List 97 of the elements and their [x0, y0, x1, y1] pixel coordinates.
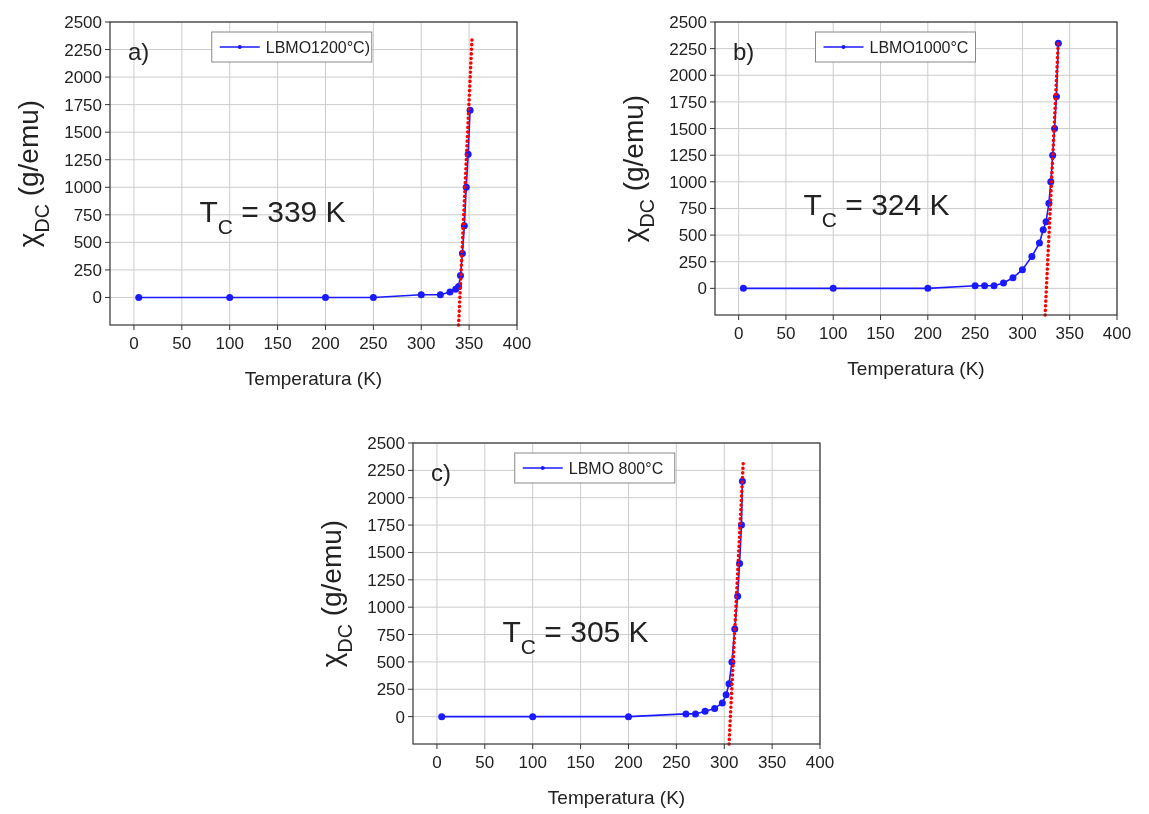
y-tick-label: 500: [376, 652, 405, 672]
point: [990, 282, 998, 290]
point: [711, 704, 719, 712]
point: [999, 279, 1007, 287]
y-tick-label: 1500: [669, 119, 707, 139]
x-axis-title: Temperatura (K): [244, 368, 383, 389]
point: [682, 710, 690, 718]
annotation: T$_{C}$ = 339 K: [199, 194, 346, 238]
y-tick-label: 1250: [367, 570, 405, 590]
point: [1028, 252, 1036, 260]
x-tick-label: 300: [1008, 324, 1037, 343]
point: [692, 710, 700, 718]
point: [718, 699, 726, 707]
point: [624, 713, 632, 721]
x-tick-label: 300: [710, 753, 739, 772]
point: [1039, 226, 1047, 234]
point: [226, 293, 234, 301]
y-tick-label: 2250: [669, 39, 707, 59]
x-tick-label: 400: [1102, 324, 1132, 343]
y-tick-label: 2500: [669, 13, 707, 32]
y-tick-label: 2500: [64, 13, 102, 32]
legend-label: LBMO 800°C: [568, 460, 664, 477]
x-tick-label: 50: [475, 753, 495, 772]
y-tick-label: 1000: [64, 178, 102, 198]
y-tick-label: 1500: [367, 543, 405, 563]
x-tick-label: 200: [913, 324, 943, 343]
legend-label: LBMO1200°C): [265, 39, 370, 56]
y-tick-label: 2250: [64, 40, 102, 60]
point: [924, 284, 932, 292]
y-tick-label: 1000: [367, 598, 405, 618]
x-tick-label: 400: [805, 753, 835, 772]
point: [1018, 266, 1026, 274]
point: [529, 713, 537, 721]
point: [417, 291, 425, 299]
y-tick-label: 750: [678, 199, 707, 219]
annotation: b): [733, 38, 755, 65]
x-tick-label: 0: [129, 334, 139, 353]
point: [739, 284, 747, 292]
x-tick-label: 100: [819, 324, 848, 343]
x-tick-label: 350: [757, 753, 787, 772]
point: [981, 282, 989, 290]
x-tick-label: 350: [1055, 324, 1084, 343]
point: [436, 291, 444, 299]
y-tick-label: 2250: [367, 461, 405, 481]
x-tick-label: 150: [263, 334, 292, 353]
y-tick-label: 0: [697, 279, 707, 299]
annotation: a): [128, 38, 150, 65]
x-tick-label: 200: [614, 753, 643, 772]
point: [1009, 274, 1017, 282]
legend-label: LBMO1000°C: [869, 39, 969, 56]
y-tick-label: 1750: [64, 95, 102, 115]
y-tick-label: 2000: [64, 68, 102, 88]
point: [722, 691, 730, 699]
y-tick-label: 2000: [367, 488, 405, 508]
y-tick-label: 500: [678, 226, 707, 246]
x-tick-label: 200: [311, 334, 340, 353]
x-tick-label: 100: [518, 753, 547, 772]
x-tick-label: 50: [172, 334, 192, 353]
point: [1035, 239, 1043, 247]
x-tick-label: 100: [215, 334, 244, 353]
annotation: T$_{C}$ = 324 K: [803, 188, 950, 231]
point: [369, 293, 377, 301]
y-tick-label: 2000: [669, 66, 707, 86]
y-tick-label: 1500: [64, 123, 102, 143]
x-tick-label: 0: [432, 753, 442, 772]
y-tick-label: 250: [376, 680, 405, 700]
x-axis-title: Temperatura (K): [847, 358, 985, 379]
annotation: c): [431, 459, 451, 486]
point: [829, 284, 837, 292]
point: [321, 293, 329, 301]
y-tick-label: 250: [73, 260, 102, 280]
point: [701, 707, 709, 715]
y-tick-label: 750: [73, 205, 102, 225]
point: [971, 282, 979, 290]
x-tick-label: 150: [866, 324, 895, 343]
y-tick-label: 1000: [669, 172, 707, 192]
x-tick-label: 350: [454, 334, 484, 353]
x-tick-label: 0: [733, 324, 744, 343]
x-tick-label: 50: [776, 324, 796, 343]
annotation: T$_{C}$ = 305 K: [502, 614, 649, 658]
y-tick-label: 750: [376, 625, 405, 645]
x-tick-label: 150: [566, 753, 595, 772]
y-tick-label: 1250: [669, 146, 707, 166]
x-axis-title: Temperatura (K): [547, 787, 686, 808]
y-tick-label: 1250: [64, 150, 102, 170]
point: [135, 293, 143, 301]
y-tick-label: 500: [73, 233, 102, 253]
x-tick-label: 250: [960, 324, 990, 343]
y-tick-label: 1750: [669, 92, 707, 112]
x-tick-label: 400: [502, 334, 532, 353]
y-tick-label: 0: [92, 288, 102, 308]
x-tick-label: 300: [407, 334, 436, 353]
y-tick-label: 250: [678, 252, 707, 272]
y-tick-label: 2500: [367, 434, 405, 453]
y-tick-label: 1750: [367, 516, 405, 536]
point: [438, 713, 446, 721]
y-tick-label: 0: [395, 707, 405, 727]
